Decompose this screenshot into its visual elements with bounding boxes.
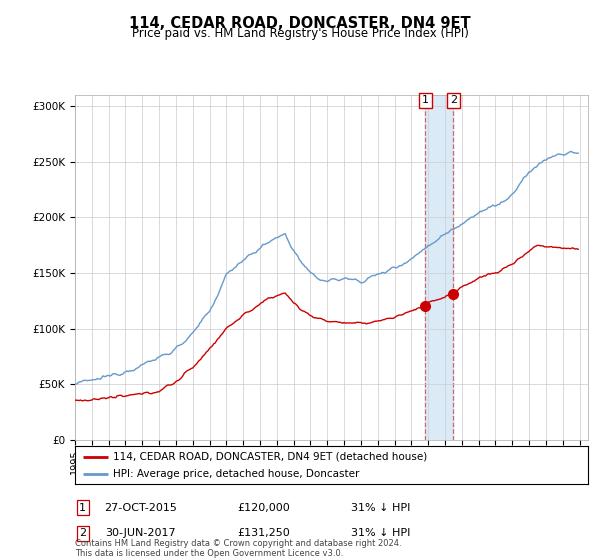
- Text: 1: 1: [79, 503, 86, 513]
- Text: 114, CEDAR ROAD, DONCASTER, DN4 9ET: 114, CEDAR ROAD, DONCASTER, DN4 9ET: [129, 16, 471, 31]
- Text: Contains HM Land Registry data © Crown copyright and database right 2024.
This d: Contains HM Land Registry data © Crown c…: [75, 539, 401, 558]
- Text: 2: 2: [79, 528, 86, 538]
- Text: 30-JUN-2017: 30-JUN-2017: [106, 528, 176, 538]
- Bar: [425, 95, 454, 440]
- Text: 27-OCT-2015: 27-OCT-2015: [104, 503, 178, 513]
- Text: 114, CEDAR ROAD, DONCASTER, DN4 9ET (detached house): 114, CEDAR ROAD, DONCASTER, DN4 9ET (det…: [113, 451, 428, 461]
- Text: £120,000: £120,000: [238, 503, 290, 513]
- Text: 2: 2: [450, 95, 457, 105]
- Text: £131,250: £131,250: [238, 528, 290, 538]
- Text: Price paid vs. HM Land Registry's House Price Index (HPI): Price paid vs. HM Land Registry's House …: [131, 27, 469, 40]
- Text: 31% ↓ HPI: 31% ↓ HPI: [352, 528, 410, 538]
- Text: HPI: Average price, detached house, Doncaster: HPI: Average price, detached house, Donc…: [113, 469, 360, 479]
- Text: 1: 1: [422, 95, 429, 105]
- Text: 31% ↓ HPI: 31% ↓ HPI: [352, 503, 410, 513]
